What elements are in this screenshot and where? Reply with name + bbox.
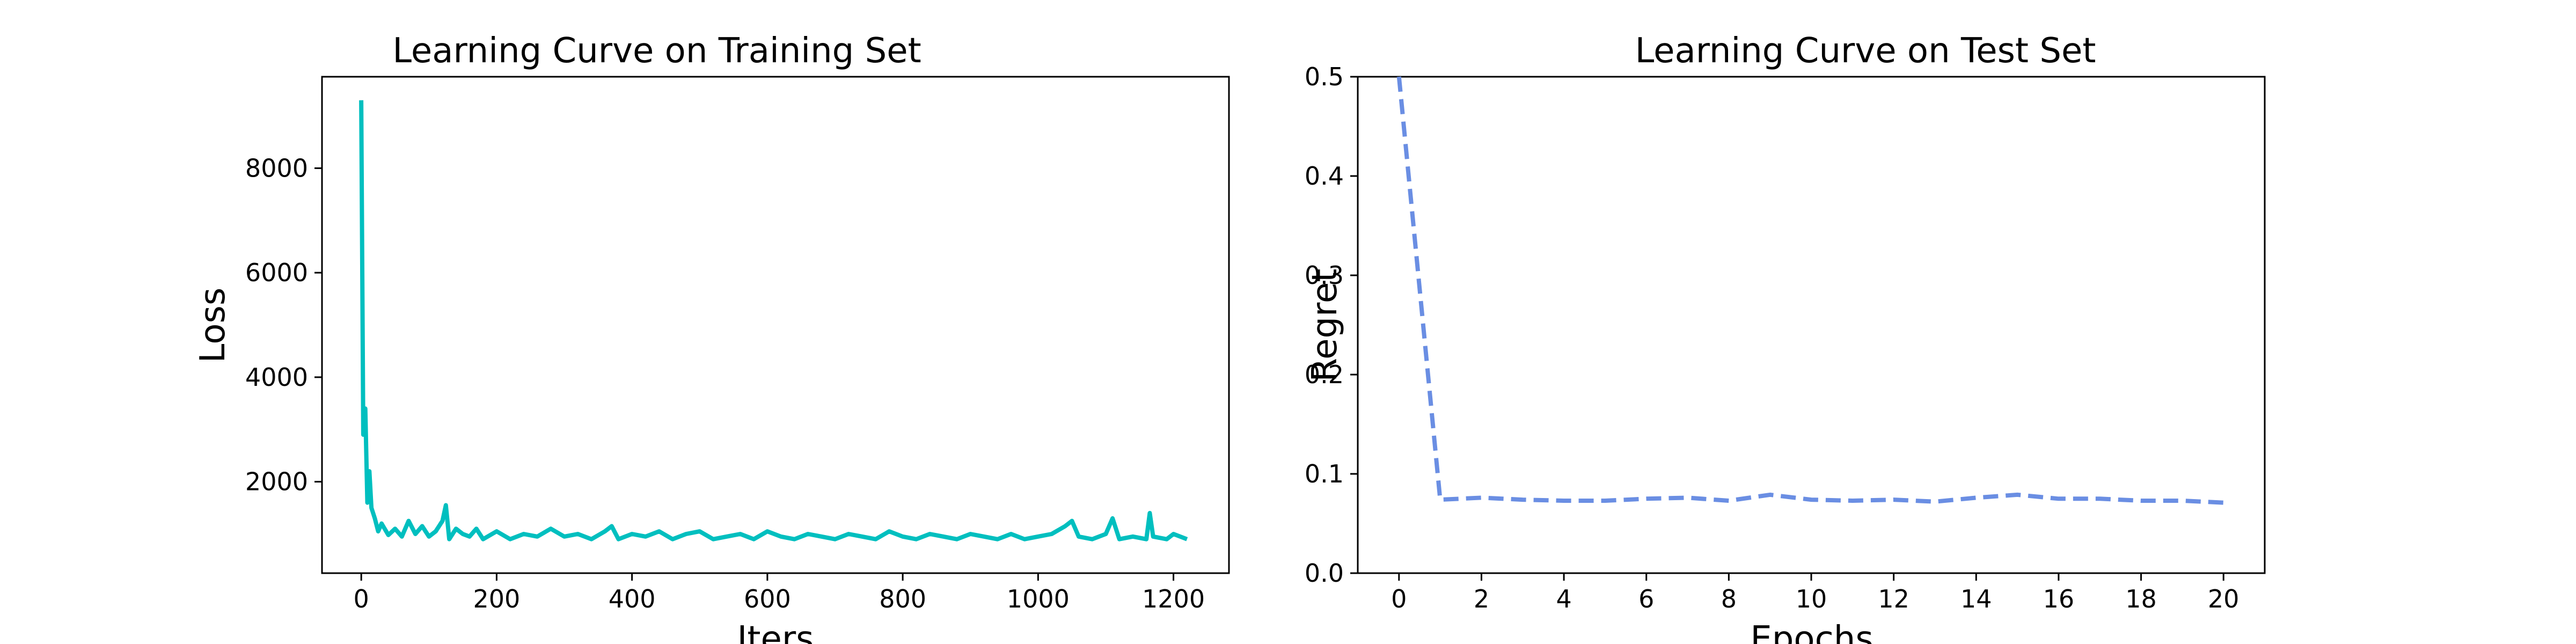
x-tick-label-test-2: 4 bbox=[1556, 584, 1571, 613]
x-tick-label-test-5: 10 bbox=[1796, 584, 1827, 613]
x-tick-label-test-10: 20 bbox=[2208, 584, 2240, 613]
series-line-training-loss bbox=[359, 100, 1188, 541]
y-ticks-test: 0.0 0.1 0.2 0.3 0.4 0.5 bbox=[1305, 62, 1358, 588]
y-tick-label-test-0: 0.0 bbox=[1305, 559, 1344, 588]
y-axis-label-training: Loss bbox=[193, 288, 233, 363]
x-tick-label-test-9: 18 bbox=[2125, 584, 2157, 613]
x-tick-label-test-4: 8 bbox=[1721, 584, 1737, 613]
x-ticks-training: 0 200 400 600 800 1000 1200 bbox=[354, 573, 1205, 613]
y-axis-label-test: Regret bbox=[1305, 269, 1345, 382]
x-axis-label-test: Epochs bbox=[1750, 619, 1873, 644]
x-tick-label-training-1: 200 bbox=[473, 584, 520, 613]
x-tick-label-training-6: 1200 bbox=[1142, 584, 1205, 613]
y-tick-label-training-1: 4000 bbox=[245, 363, 308, 392]
y-tick-label-test-4: 0.4 bbox=[1305, 162, 1344, 191]
x-tick-label-test-8: 16 bbox=[2043, 584, 2075, 613]
x-axis-label-training: Iters bbox=[737, 619, 814, 644]
test-regret-chart: Learning Curve on Test Set 0.00.10.20.30… bbox=[1305, 31, 2266, 644]
y-tick-label-training-3: 8000 bbox=[245, 153, 308, 182]
x-ticks-test: 0 2 4 6 8 10 12 14 16 18 20 bbox=[1391, 573, 2239, 613]
chart-title-training: Learning Curve on Training Set bbox=[392, 31, 921, 71]
y-tick-label-training-2: 6000 bbox=[245, 258, 308, 287]
x-tick-label-training-5: 1000 bbox=[1007, 584, 1070, 613]
x-tick-label-test-6: 12 bbox=[1878, 584, 1909, 613]
x-tick-label-training-4: 800 bbox=[879, 584, 926, 613]
y-ticks-training: 2000 4000 6000 8000 bbox=[245, 153, 322, 496]
y-tick-label-test-2: 0.2 bbox=[1305, 360, 1344, 389]
x-tick-label-training-3: 600 bbox=[744, 584, 791, 613]
y-tick-label-test-3: 0.3 bbox=[1305, 261, 1344, 290]
chart-title-test: Learning Curve on Test Set bbox=[1635, 31, 2096, 71]
x-tick-label-test-3: 6 bbox=[1638, 584, 1654, 613]
x-tick-label-test-1: 2 bbox=[1474, 584, 1489, 613]
x-tick-label-test-7: 14 bbox=[1960, 584, 1992, 613]
y-tick-label-test-1: 0.1 bbox=[1305, 459, 1344, 488]
x-tick-label-test-0: 0 bbox=[1391, 584, 1407, 613]
series-line-test-regret bbox=[1396, 76, 2224, 505]
y-tick-label-test-5: 0.5 bbox=[1305, 62, 1344, 91]
x-tick-label-training-2: 400 bbox=[609, 584, 656, 613]
y-tick-label-training-0: 2000 bbox=[245, 467, 308, 496]
plot-frame-training bbox=[321, 76, 1230, 574]
x-tick-label-training-0: 0 bbox=[354, 584, 369, 613]
training-loss-chart: Learning Curve on Training Set 200040006… bbox=[193, 31, 1230, 644]
